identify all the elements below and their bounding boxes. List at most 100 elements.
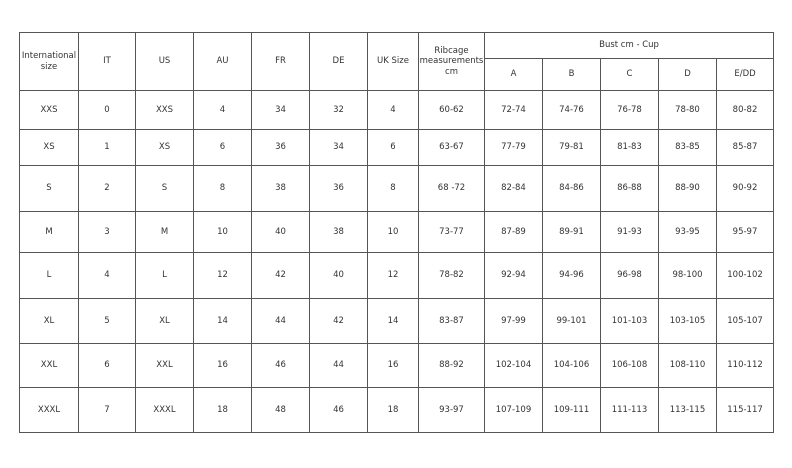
table-cell: XXS [19,90,79,130]
table-cell: 63-67 [418,129,485,166]
table-cell: 86-88 [600,165,659,212]
table-cell: 107-109 [484,387,543,433]
table-cell: 99-101 [542,298,601,344]
table-cell: 44 [251,298,310,344]
table-cell: 6 [367,129,419,166]
header-us: US [135,32,194,91]
table-cell: 76-78 [600,90,659,130]
table-cell: M [19,211,79,253]
table-row: S 2 S 8 38 36 8 68 -72 82-84 84-86 86-88 88-90 90-92 [19,165,775,212]
table-cell: 101-103 [600,298,659,344]
table-cell: 109-111 [542,387,601,433]
table-cell: L [135,252,194,299]
header-cup-e-dd: E/DD [715,58,775,91]
table-cell: 40 [251,211,310,253]
table-cell: 82-84 [484,165,543,212]
table-cell: XXL [135,343,194,388]
header-uk-size: UK Size [367,32,419,91]
table-cell: 60-62 [418,90,485,130]
table-cell: 6 [78,343,136,388]
table-cell: 74-76 [542,90,601,130]
table-row: XXL 6 XXL 16 46 44 16 88-92 102-104 104-106 106-10… [19,343,775,388]
table-cell: 4 [78,252,136,299]
header-cup-a: A [484,58,543,91]
table-cell: 80-82 [715,90,775,130]
table-cell: 2 [78,165,136,212]
table-cell: 40 [309,252,368,299]
table-cell: 96-98 [600,252,659,299]
table-cell: 103-105 [658,298,717,344]
table-cell: 18 [193,387,252,433]
table-cell: 77-79 [484,129,543,166]
table-cell: 4 [367,90,419,130]
table-cell: 38 [251,165,310,212]
table-cell: 4 [193,90,252,130]
table-cell: 32 [309,90,368,130]
table-cell: 36 [309,165,368,212]
table-cell: 14 [193,298,252,344]
table-cell: 81-83 [600,129,659,166]
table-cell: XXL [19,343,79,388]
table-cell: 6 [193,129,252,166]
table-cell: 78-80 [658,90,717,130]
table-cell: S [19,165,79,212]
table-cell: 89-91 [542,211,601,253]
header-de: DE [309,32,368,91]
table-cell: 115-117 [715,387,775,433]
table-cell: 72-74 [484,90,543,130]
table-cell: 78-82 [418,252,485,299]
table-cell: 85-87 [715,129,775,166]
header-cup-c: C [600,58,659,91]
table-row: L 4 L 12 42 40 12 78-82 92-94 94-96 96-98 98-100 100… [19,252,775,299]
table-cell: 16 [367,343,419,388]
table-cell: 73-77 [418,211,485,253]
table-cell: 100-102 [715,252,775,299]
table-cell: 102-104 [484,343,543,388]
table-cell: 110-112 [715,343,775,388]
table-cell: S [135,165,194,212]
table-cell: XXS [135,90,194,130]
table-cell: 34 [251,90,310,130]
size-chart-table: International size IT US AU FR DE UK Siz… [19,32,775,433]
table-cell: 88-90 [658,165,717,212]
header-ribcage: Ribcage measurements cm [418,32,485,91]
table-cell: 14 [367,298,419,344]
header-fr: FR [251,32,310,91]
cup-header-row: A B C D E/DD [20,58,775,91]
table-cell: 91-93 [600,211,659,253]
table-cell: 10 [367,211,419,253]
table-cell: 16 [193,343,252,388]
table-cell: XXXL [19,387,79,433]
table-cell: 68 -72 [418,165,485,212]
table-cell: 12 [193,252,252,299]
table-cell: 46 [309,387,368,433]
table-cell: 18 [367,387,419,433]
table-row: XXXL 7 XXXL 18 48 46 18 93-97 107-109 109-111 111-… [19,387,775,433]
table-cell: 8 [367,165,419,212]
table-cell: 93-97 [418,387,485,433]
table-cell: 10 [193,211,252,253]
table-cell: XL [135,298,194,344]
table-cell: 92-94 [484,252,543,299]
table-cell: XS [135,129,194,166]
table-cell: 79-81 [542,129,601,166]
header-row: International size IT US AU FR DE UK Siz… [19,32,775,91]
table-cell: 7 [78,387,136,433]
table-cell: M [135,211,194,253]
table-cell: 95-97 [715,211,775,253]
table-row: M 3 M 10 40 38 10 73-77 87-89 89-91 91-93 93-95 95-9… [19,211,775,253]
header-cup-b: B [542,58,601,91]
table-cell: 8 [193,165,252,212]
table-cell: 38 [309,211,368,253]
table-cell: 34 [309,129,368,166]
table-cell: 36 [251,129,310,166]
table-row: XL 5 XL 14 44 42 14 83-87 97-99 99-101 101-103 103-… [19,298,775,344]
table-cell: 12 [367,252,419,299]
table-cell: 3 [78,211,136,253]
table-cell: 108-110 [658,343,717,388]
table-cell: 0 [78,90,136,130]
table-cell: 83-87 [418,298,485,344]
table-cell: 93-95 [658,211,717,253]
table-cell: XS [19,129,79,166]
table-cell: 84-86 [542,165,601,212]
